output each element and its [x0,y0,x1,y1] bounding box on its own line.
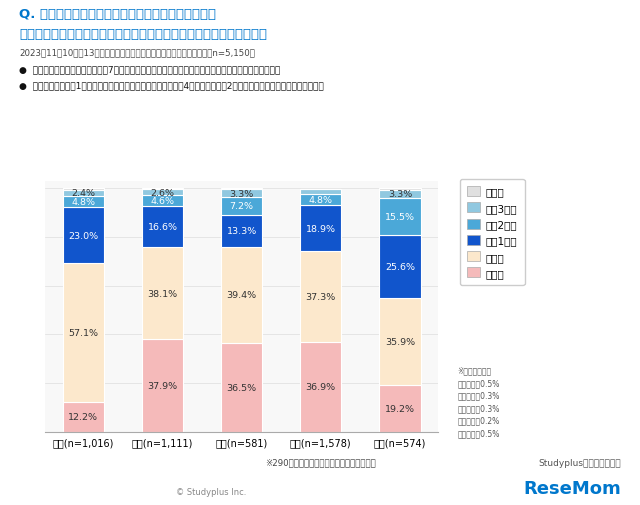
Text: © Studyplus Inc.: © Studyplus Inc. [176,487,246,496]
Text: 2023年11月10日～13日　文理選択と学部・学問の系統についての調査（n=5,150）: 2023年11月10日～13日 文理選択と学部・学問の系統についての調査（n=5… [19,48,255,57]
Bar [63,189,104,190]
Text: 15.5%: 15.5% [385,213,415,222]
Text: 16.6%: 16.6% [147,223,177,232]
Bar [300,206,341,251]
Text: ReseMom: ReseMom [523,479,621,497]
Bar [63,264,104,402]
Text: 36.5%: 36.5% [227,383,257,392]
Text: 4.8%: 4.8% [308,195,333,205]
Bar [300,251,341,342]
Bar [221,343,262,432]
Text: 19.2%: 19.2% [385,404,415,413]
Text: 4.8%: 4.8% [71,197,95,207]
Bar [63,208,104,264]
Bar [142,196,183,207]
Text: 25.6%: 25.6% [385,263,415,272]
Text: 18.9%: 18.9% [306,224,336,233]
Text: ●  英語・国語・社会・数学は、約7割が小中学生時点で苦手を自覚。英語は特に中学生で自覚する傾向。: ● 英語・国語・社会・数学は、約7割が小中学生時点で苦手を自覚。英語は特に中学生… [19,66,280,75]
Bar [380,298,420,385]
Text: 2.6%: 2.6% [150,188,175,197]
Text: Q. あなたがもっとも苦手・嫌いな教科は何ですか？: Q. あなたがもっとも苦手・嫌いな教科は何ですか？ [19,8,216,21]
Text: 3.3%: 3.3% [388,190,412,199]
Bar [142,247,183,340]
Text: ※290名は「苦手科目なし」や他科目を回答: ※290名は「苦手科目なし」や他科目を回答 [264,457,376,466]
Bar [63,196,104,208]
Bar [300,342,341,432]
Text: 36.9%: 36.9% [306,382,336,391]
Bar [380,190,420,198]
Text: その教科が苦手・嫌いになったのはいつからですか？（単一回答）: その教科が苦手・嫌いになったのはいつからですか？（単一回答） [19,28,268,41]
Text: ●  英語・理系は高校1年生で苦手を自覚する割合も高く、理科は4割以上・数学は2割以上が高校生になってから苦手に。: ● 英語・理系は高校1年生で苦手を自覚する割合も高く、理科は4割以上・数学は2割… [19,81,324,90]
Text: 2.4%: 2.4% [71,189,95,197]
Text: 13.3%: 13.3% [227,227,257,236]
Bar [300,194,341,206]
Bar [63,190,104,196]
Bar [221,198,262,215]
Text: 37.9%: 37.9% [147,381,177,390]
Text: 7.2%: 7.2% [230,202,253,211]
Text: 12.2%: 12.2% [68,413,99,422]
Text: 4.6%: 4.6% [150,197,175,206]
Text: 35.9%: 35.9% [385,337,415,346]
Bar [142,189,183,196]
Bar [221,189,262,190]
Bar [380,198,420,236]
Text: 23.0%: 23.0% [68,231,99,240]
Bar [221,215,262,247]
Bar [380,385,420,432]
Text: ※その他の割合
英語・・・0.5%
国語・・・0.3%
社会・・・0.3%
数学・・・0.2%
理科・・・0.5%: ※その他の割合 英語・・・0.5% 国語・・・0.3% 社会・・・0.3% 数学… [458,366,500,437]
Text: 3.3%: 3.3% [230,189,253,198]
Bar [142,340,183,432]
Text: 57.1%: 57.1% [68,328,99,337]
Bar [380,189,420,190]
Legend: その他, 高校3年生, 高校2年生, 高校1年生, 中学生, 小学生: その他, 高校3年生, 高校2年生, 高校1年生, 中学生, 小学生 [460,179,525,286]
Text: 37.3%: 37.3% [306,292,336,301]
Bar [221,247,262,343]
Text: 39.4%: 39.4% [227,291,257,300]
Bar [380,236,420,298]
Text: Studyplusトレンド研究所: Studyplusトレンド研究所 [538,458,621,467]
Text: 38.1%: 38.1% [147,289,177,298]
Bar [142,207,183,247]
Bar [221,190,262,198]
Bar [63,402,104,432]
Bar [300,190,341,194]
